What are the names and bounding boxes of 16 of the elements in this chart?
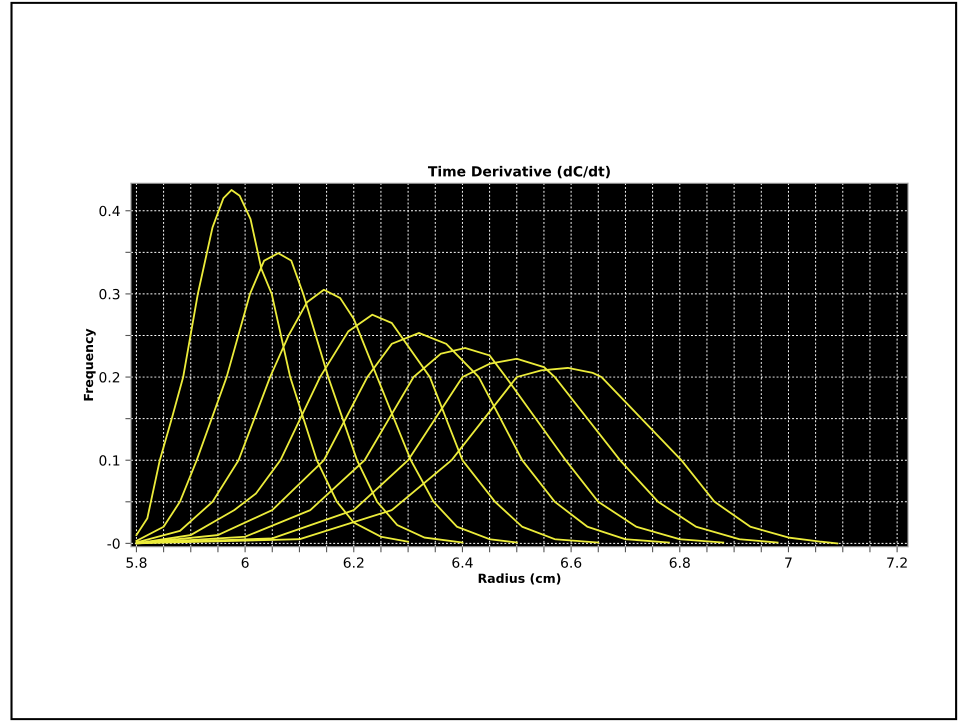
y-tick-label: 0.4 bbox=[99, 206, 120, 216]
y-axis-title: Frequency bbox=[84, 328, 96, 400]
x-tick-label: 7.2 bbox=[887, 557, 907, 568]
y-tick-label: 0.3 bbox=[99, 288, 120, 300]
y-tick-label: 0.2 bbox=[99, 372, 120, 383]
x-tick-label: 6.6 bbox=[561, 557, 582, 568]
x-tick-label: 6.2 bbox=[344, 557, 364, 568]
y-tick-label: 0.1 bbox=[99, 455, 120, 466]
chart-title: Time Derivative (dC/dt) bbox=[428, 166, 610, 178]
x-tick-label: 7 bbox=[785, 558, 792, 568]
x-tick-label: 6.4 bbox=[452, 557, 473, 568]
x-tick-label: 6.8 bbox=[670, 557, 690, 568]
x-axis-title: Radius (cm) bbox=[478, 573, 560, 584]
x-tick-label: 5.8 bbox=[126, 557, 147, 568]
y-tick-label: -0 bbox=[107, 538, 120, 549]
x-tick-label: 6 bbox=[242, 557, 249, 568]
